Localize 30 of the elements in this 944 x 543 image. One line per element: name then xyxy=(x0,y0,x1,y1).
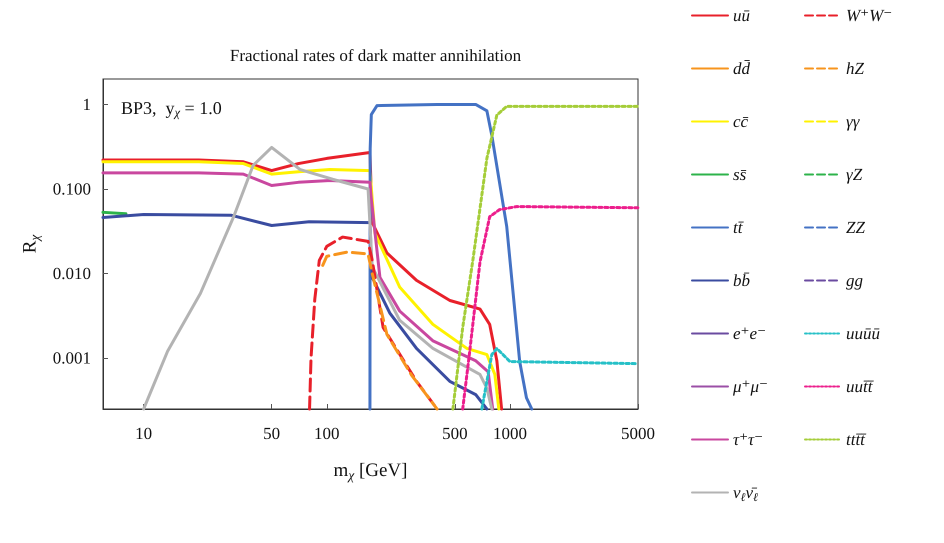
legend-label: ss̄ xyxy=(733,165,748,184)
legend-label: γγ xyxy=(846,112,861,131)
x-tick-label: 100 xyxy=(314,424,340,443)
y-tick-label: 0.100 xyxy=(52,180,91,198)
legend-label: uū xyxy=(733,6,750,25)
legend-label: μ⁺μ⁻ xyxy=(732,377,768,396)
legend-label: ZZ xyxy=(846,218,866,237)
x-tick-label: 500 xyxy=(442,424,468,443)
legend-label: W⁺W⁻ xyxy=(846,6,892,25)
legend-label: gg xyxy=(846,271,864,290)
y-axis-title: Rχ xyxy=(19,234,42,254)
x-tick-label: 1000 xyxy=(492,424,527,443)
legend-label: bb̄ xyxy=(733,271,750,290)
x-tick-label: 50 xyxy=(263,424,280,443)
legend-label: uuūū xyxy=(846,324,880,343)
y-tick-label: 0.010 xyxy=(52,264,91,284)
y-tick-label: 1 xyxy=(82,94,91,114)
legend-label: e⁺e⁻ xyxy=(733,324,766,343)
x-tick-label: 5000 xyxy=(621,424,655,443)
legend-label: cc̄ xyxy=(733,112,750,131)
legend-label: ttt̄t̄ xyxy=(846,430,868,449)
chart-title: Fractional rates of dark matter annihilation xyxy=(230,46,522,65)
legend-label: γZ xyxy=(846,165,863,184)
legend-label: uut̄t̄ xyxy=(846,377,875,396)
legend-label: hZ xyxy=(846,59,865,78)
x-tick-label: 10 xyxy=(135,424,152,443)
y-tick-label: 0.001 xyxy=(52,348,91,368)
legend-label: dd̄ xyxy=(733,59,751,78)
legend-label: τ⁺τ⁻ xyxy=(733,430,764,449)
legend-label: tt̄ xyxy=(733,218,745,237)
